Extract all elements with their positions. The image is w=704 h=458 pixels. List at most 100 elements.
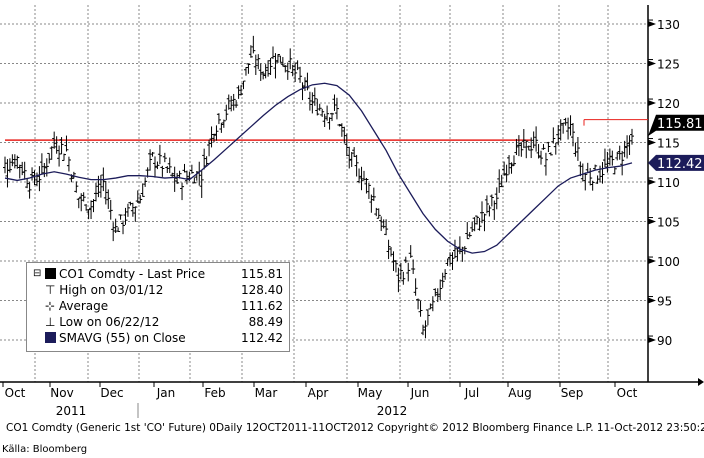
price-bar [497, 169, 502, 193]
price-bar [315, 98, 320, 116]
price-bar [430, 296, 435, 312]
price-bar [148, 149, 153, 171]
price-bar [509, 162, 514, 174]
price-bar [57, 145, 62, 167]
price-bar [516, 135, 521, 157]
price-bar [30, 167, 35, 181]
price-bar [113, 218, 118, 234]
price-bar [448, 252, 453, 266]
price-bar [452, 239, 457, 259]
price-bar [374, 207, 379, 217]
price-bar [76, 197, 81, 209]
price-bar [337, 123, 342, 127]
price-chart: 90 95 100 105 110 115 120 125 130 Oct Nov Dec Jan Feb… [0, 5, 704, 418]
legend-label: Low on 06/22/12 [59, 315, 160, 329]
price-bar [435, 288, 440, 303]
price-bar [455, 248, 460, 262]
collapse-icon[interactable]: ⊟ [33, 268, 42, 279]
price-bar [425, 309, 430, 326]
price-bar [47, 152, 52, 164]
price-bar [605, 151, 610, 173]
price-bar [563, 117, 568, 126]
price-bar [438, 279, 443, 301]
price-bar [384, 219, 389, 236]
price-bar [298, 66, 303, 83]
price-bar [357, 168, 362, 184]
price-bar [492, 200, 497, 220]
price-bar [504, 164, 509, 183]
y-tick-label: 120 [657, 97, 680, 111]
price-bar [175, 173, 180, 184]
price-bar [3, 156, 7, 174]
price-bar [359, 166, 364, 191]
price-bar [172, 166, 177, 192]
y-tick-label: 110 [657, 176, 680, 190]
price-bar [364, 177, 369, 194]
legend-value: 115.81 [241, 267, 283, 281]
price-bar [607, 148, 612, 166]
price-bar [108, 199, 113, 220]
price-bar [332, 94, 337, 111]
price-bar [290, 64, 295, 77]
price-bar [610, 150, 615, 166]
price-bar [221, 119, 226, 128]
legend-row-average: ⊹ Average 111.62 [33, 298, 283, 314]
price-bar [17, 164, 22, 179]
price-bar [121, 220, 126, 235]
price-bar [541, 144, 546, 150]
legend-label: SMAVG (55) on Close [59, 331, 186, 345]
x-tick-label: Feb [204, 386, 225, 400]
price-bar [184, 170, 189, 185]
price-bar [152, 156, 157, 178]
price-bar [241, 80, 246, 90]
y-tick-label: 100 [657, 255, 680, 269]
chart-footer: CO1 Comdty (Generic 1st 'CO' Future) 0Da… [6, 422, 704, 434]
price-bar [421, 324, 425, 336]
price-bar [192, 177, 197, 184]
price-bar [84, 204, 89, 211]
price-bar [570, 123, 575, 147]
price-bar [236, 85, 241, 99]
price-bar [381, 219, 386, 229]
price-bar [371, 187, 376, 202]
y-tick-arrow [648, 218, 656, 225]
price-bar [275, 53, 280, 63]
price-bar [396, 267, 401, 293]
price-bar [472, 217, 477, 232]
price-bar [165, 166, 170, 174]
price-bar [325, 105, 330, 121]
price-bar [566, 117, 571, 140]
x-tick-label: Sep [561, 386, 584, 400]
price-bar [22, 161, 27, 180]
price-bar [330, 112, 335, 122]
price-bar [248, 45, 253, 58]
price-bar [349, 151, 354, 167]
price-bar [15, 155, 20, 169]
price-bar [598, 165, 603, 183]
price-bar [229, 95, 234, 112]
price-bar [352, 147, 357, 158]
price-bar [379, 216, 384, 232]
price-bar [285, 62, 290, 80]
price-bar [600, 162, 605, 184]
price-bar [418, 300, 423, 317]
price-bar [116, 227, 121, 232]
price-bar [66, 156, 71, 172]
price-bar [416, 298, 421, 310]
price-bar [160, 165, 165, 177]
price-bar [219, 122, 224, 133]
price-bar [602, 148, 607, 168]
price-bar [625, 135, 630, 159]
average-marker-icon: ⊹ [45, 299, 59, 313]
price-bar [484, 195, 489, 214]
price-bar [514, 138, 519, 156]
price-bar [54, 136, 59, 154]
price-bar [130, 202, 135, 217]
price-bar [428, 303, 433, 310]
price-bar [588, 168, 593, 186]
price-bar [25, 178, 30, 189]
y-tick-arrow [648, 297, 656, 304]
price-bar [487, 205, 492, 217]
price-bar [300, 82, 305, 101]
